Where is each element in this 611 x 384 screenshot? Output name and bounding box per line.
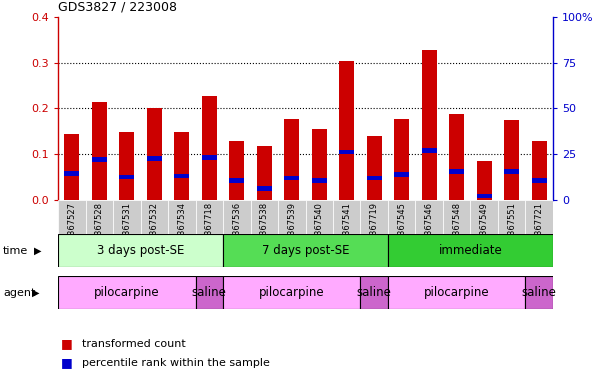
Text: GSM367540: GSM367540: [315, 202, 324, 253]
Text: pilocarpine: pilocarpine: [94, 286, 159, 299]
Text: transformed count: transformed count: [82, 339, 186, 349]
Bar: [388, 276, 525, 309]
Text: 3 days post-SE: 3 days post-SE: [97, 244, 185, 257]
Bar: [223, 234, 388, 267]
Bar: [360, 276, 388, 309]
Text: percentile rank within the sample: percentile rank within the sample: [82, 358, 270, 368]
Text: saline: saline: [357, 286, 392, 299]
Bar: [443, 200, 470, 267]
Bar: [525, 200, 553, 267]
Bar: [525, 276, 553, 309]
Bar: [339, 61, 354, 200]
Bar: [477, 194, 492, 198]
Text: GSM367534: GSM367534: [177, 202, 186, 253]
Bar: [141, 200, 168, 267]
Text: GSM367536: GSM367536: [232, 202, 241, 253]
Bar: [113, 200, 141, 267]
Bar: [394, 172, 409, 177]
Bar: [174, 132, 189, 200]
Bar: [174, 174, 189, 178]
Bar: [477, 161, 492, 200]
Bar: [388, 200, 415, 267]
Text: ■: ■: [61, 337, 73, 350]
Text: GSM367539: GSM367539: [287, 202, 296, 253]
Text: GSM367528: GSM367528: [95, 202, 104, 253]
Text: GSM367719: GSM367719: [370, 202, 379, 253]
Bar: [119, 132, 134, 200]
Text: immediate: immediate: [439, 244, 502, 257]
Bar: [223, 200, 251, 267]
Bar: [168, 200, 196, 267]
Bar: [147, 156, 162, 161]
Bar: [284, 119, 299, 200]
Text: ▶: ▶: [32, 288, 39, 298]
Text: GSM367718: GSM367718: [205, 202, 214, 253]
Text: GSM367548: GSM367548: [452, 202, 461, 253]
Bar: [333, 200, 360, 267]
Bar: [147, 109, 162, 200]
Text: GSM367538: GSM367538: [260, 202, 269, 253]
Bar: [86, 200, 113, 267]
Text: pilocarpine: pilocarpine: [424, 286, 489, 299]
Bar: [504, 120, 519, 200]
Text: time: time: [3, 245, 28, 256]
Bar: [367, 136, 382, 200]
Text: GSM367527: GSM367527: [67, 202, 76, 253]
Bar: [202, 156, 217, 160]
Text: 7 days post-SE: 7 days post-SE: [262, 244, 349, 257]
Text: saline: saline: [192, 286, 227, 299]
Bar: [449, 114, 464, 200]
Bar: [367, 175, 382, 180]
Text: ▶: ▶: [34, 245, 41, 256]
Bar: [422, 50, 437, 200]
Bar: [92, 157, 107, 162]
Bar: [532, 178, 547, 183]
Bar: [58, 276, 196, 309]
Bar: [306, 200, 333, 267]
Bar: [498, 200, 525, 267]
Bar: [415, 200, 443, 267]
Text: GSM367532: GSM367532: [150, 202, 159, 253]
Bar: [58, 200, 86, 267]
Bar: [223, 276, 360, 309]
Bar: [229, 141, 244, 200]
Bar: [229, 178, 244, 183]
Text: GSM367546: GSM367546: [425, 202, 434, 253]
Bar: [58, 234, 223, 267]
Bar: [196, 276, 223, 309]
Text: ■: ■: [61, 356, 73, 369]
Bar: [64, 171, 79, 175]
Text: GSM367545: GSM367545: [397, 202, 406, 253]
Bar: [202, 96, 217, 200]
Bar: [257, 146, 272, 200]
Bar: [92, 102, 107, 200]
Bar: [119, 175, 134, 179]
Text: saline: saline: [522, 286, 557, 299]
Bar: [470, 200, 498, 267]
Bar: [312, 129, 327, 200]
Bar: [278, 200, 306, 267]
Bar: [312, 178, 327, 183]
Bar: [388, 234, 553, 267]
Bar: [257, 186, 272, 190]
Bar: [196, 200, 223, 267]
Bar: [339, 149, 354, 154]
Bar: [394, 119, 409, 200]
Text: GSM367551: GSM367551: [507, 202, 516, 253]
Text: GDS3827 / 223008: GDS3827 / 223008: [58, 0, 177, 13]
Text: GSM367549: GSM367549: [480, 202, 489, 253]
Text: GSM367531: GSM367531: [122, 202, 131, 253]
Bar: [449, 169, 464, 174]
Bar: [251, 200, 278, 267]
Bar: [284, 175, 299, 180]
Bar: [504, 169, 519, 174]
Text: pilocarpine: pilocarpine: [259, 286, 324, 299]
Text: GSM367541: GSM367541: [342, 202, 351, 253]
Bar: [422, 148, 437, 153]
Bar: [64, 134, 79, 200]
Bar: [532, 141, 547, 200]
Text: GSM367721: GSM367721: [535, 202, 544, 253]
Bar: [360, 200, 388, 267]
Text: agent: agent: [3, 288, 35, 298]
